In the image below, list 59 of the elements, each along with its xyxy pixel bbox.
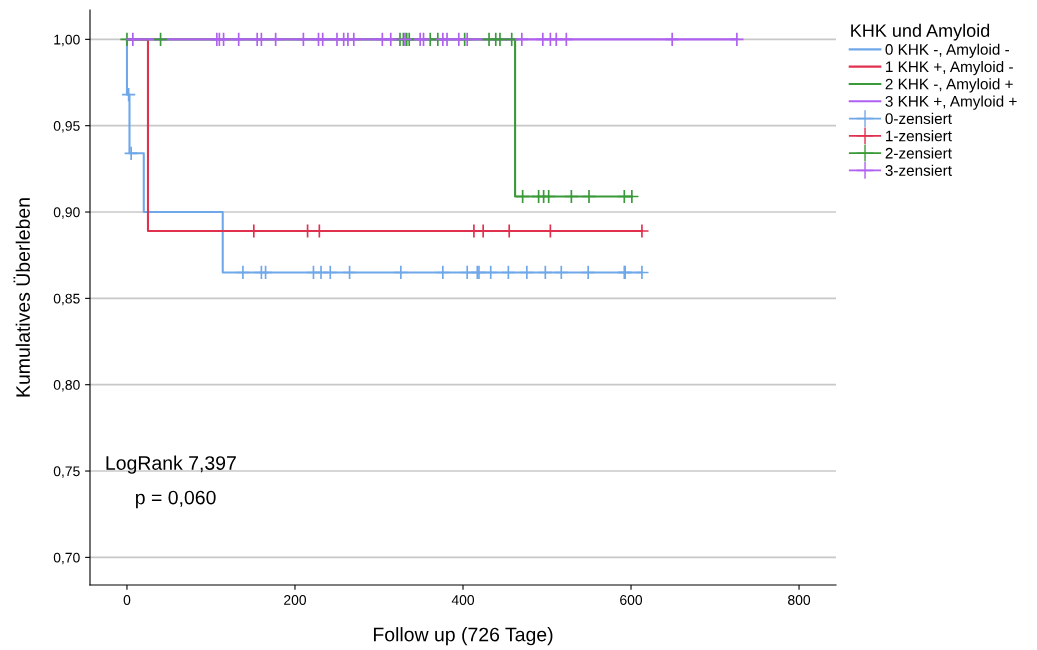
point xyxy=(514,31,530,47)
legend-label: 2-zensiert xyxy=(885,147,952,159)
y-tick-label: 0,70 xyxy=(53,552,80,565)
point xyxy=(664,31,680,47)
x-tick-label: 0 xyxy=(123,595,131,605)
point xyxy=(322,265,338,280)
point xyxy=(519,265,535,280)
legend-title: KHK und Amyloid xyxy=(851,23,990,41)
legend-label: 1 KHK +, Amyloid - xyxy=(886,60,1013,76)
point xyxy=(563,189,579,204)
point xyxy=(580,265,596,280)
point xyxy=(435,265,451,280)
point xyxy=(295,31,311,47)
legend-label: 0-zensiert xyxy=(885,112,952,125)
y-tick-label: 0,85 xyxy=(53,293,80,306)
point xyxy=(553,265,569,280)
point xyxy=(231,31,247,47)
point xyxy=(315,31,331,47)
point xyxy=(383,31,399,47)
point xyxy=(634,265,650,280)
legend-label: 2 KHK -, Amyloid + xyxy=(885,78,1013,93)
legend-label: 0 KHK -, Amyloid - xyxy=(885,43,1010,58)
annotation: p = 0,060 xyxy=(136,490,216,509)
point xyxy=(258,265,274,280)
x-tick-label: 400 xyxy=(451,595,475,605)
point xyxy=(439,31,455,47)
point xyxy=(121,87,137,103)
y-tick-label: 0,90 xyxy=(53,207,80,219)
legend-label: 3-zensiert xyxy=(885,164,952,176)
annotation: LogRank 7,397 xyxy=(106,455,236,474)
y-axis-title: Kumulatives Überleben xyxy=(13,198,30,397)
point xyxy=(235,265,251,280)
legend-label: 1-zensiert xyxy=(886,130,952,142)
point xyxy=(500,265,516,280)
point xyxy=(558,31,574,47)
point xyxy=(342,265,358,280)
legend-label: 3 KHK +, Amyloid + xyxy=(885,95,1017,110)
point xyxy=(541,189,557,204)
point xyxy=(537,265,553,280)
x-tick-label: 800 xyxy=(788,595,811,605)
y-tick-label: 0,75 xyxy=(53,466,80,478)
x-axis-title: Follow up (726 Tage) xyxy=(373,627,553,646)
x-tick-label: 200 xyxy=(284,595,307,605)
point xyxy=(393,265,409,280)
point xyxy=(153,31,168,47)
y-tick-label: 1,00 xyxy=(54,34,80,47)
point xyxy=(123,145,139,161)
point xyxy=(268,31,284,47)
point xyxy=(515,189,531,204)
point xyxy=(729,31,745,47)
point xyxy=(492,31,508,47)
point xyxy=(624,189,640,204)
x-tick-label: 600 xyxy=(620,595,643,605)
point xyxy=(253,31,269,47)
point xyxy=(416,31,431,47)
point xyxy=(483,265,499,280)
point xyxy=(581,189,597,204)
y-tick-label: 0,95 xyxy=(53,121,80,133)
y-tick-label: 0,80 xyxy=(53,380,80,392)
